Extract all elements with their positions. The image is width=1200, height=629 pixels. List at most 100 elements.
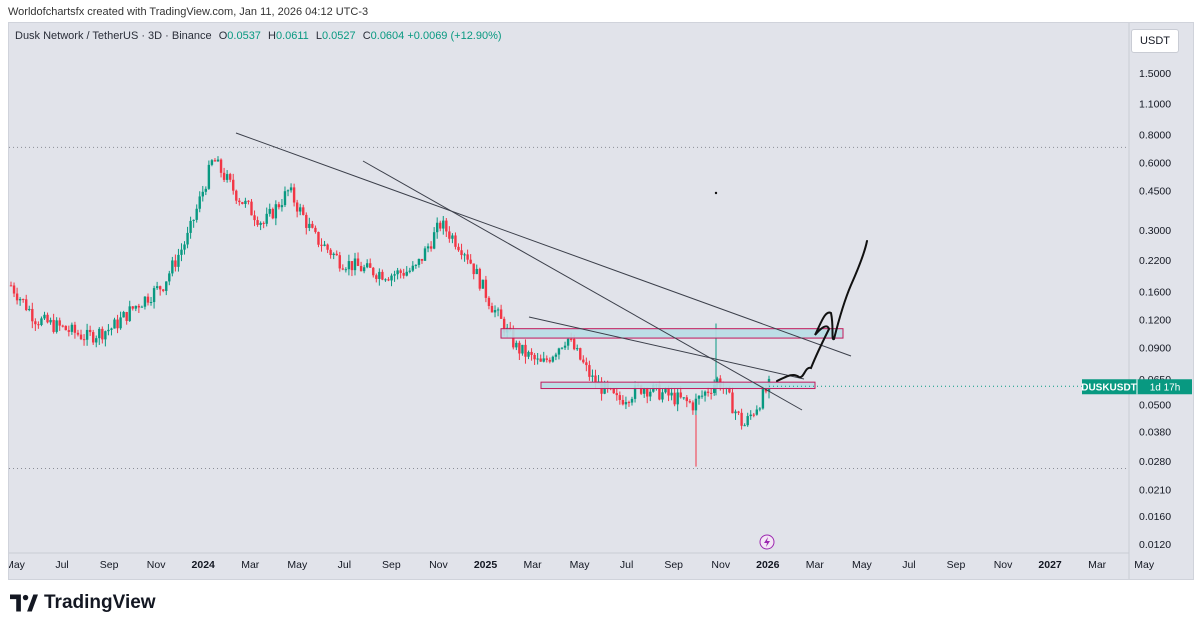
candle-body bbox=[341, 268, 345, 270]
x-tick-label: Sep bbox=[382, 559, 401, 571]
candle-body bbox=[262, 222, 265, 224]
candle-body bbox=[414, 264, 418, 266]
currency-button[interactable]: USDT bbox=[1131, 29, 1179, 53]
candle-body bbox=[213, 160, 217, 162]
x-tick-label: Mar bbox=[241, 559, 260, 571]
x-tick-label: Jul bbox=[902, 559, 915, 571]
y-tick-label: 0.3000 bbox=[1139, 225, 1171, 237]
candle-body bbox=[658, 384, 661, 400]
candle-body bbox=[12, 285, 16, 294]
candle-body bbox=[326, 244, 329, 250]
candle-body bbox=[338, 255, 341, 269]
candle-body bbox=[320, 244, 323, 246]
candle-body bbox=[110, 328, 113, 330]
candle-body bbox=[292, 187, 296, 203]
candle-body bbox=[524, 344, 527, 357]
candle-body bbox=[731, 392, 734, 414]
candle-body bbox=[420, 258, 424, 261]
candle-body bbox=[396, 270, 399, 275]
candle-body bbox=[618, 395, 622, 400]
candle-body bbox=[490, 305, 494, 313]
candle-body bbox=[679, 392, 682, 398]
candle-body bbox=[216, 159, 220, 162]
candle-body bbox=[55, 320, 58, 332]
x-tick-label: May bbox=[570, 559, 591, 571]
candle-body bbox=[499, 309, 503, 319]
low-key: L bbox=[315, 30, 322, 42]
candle-body bbox=[700, 395, 704, 397]
candle-body bbox=[563, 345, 567, 348]
candle-body bbox=[329, 249, 332, 256]
candle-body bbox=[149, 302, 153, 304]
candle-body bbox=[21, 299, 25, 301]
x-tick-label: Nov bbox=[994, 559, 1013, 571]
candle-body bbox=[369, 263, 372, 268]
candle-body bbox=[107, 329, 110, 332]
change-value: +0.0069 (+12.90%) bbox=[407, 30, 502, 42]
candle-body bbox=[350, 261, 354, 271]
candle-body bbox=[399, 270, 402, 273]
candle-body bbox=[579, 348, 582, 360]
candle-body bbox=[125, 312, 128, 321]
chart-area[interactable]: 1.5000 1.1000 0.8000 0.6000 0.4500 0.3000 0.22… bbox=[8, 22, 1194, 580]
candle-body bbox=[168, 273, 171, 282]
x-tick-label: May bbox=[9, 559, 26, 571]
candle-body bbox=[113, 319, 116, 329]
candle-body bbox=[280, 205, 284, 208]
y-tick-label: 0.0210 bbox=[1139, 484, 1171, 496]
candle-body bbox=[67, 330, 71, 332]
candle-body bbox=[183, 244, 186, 250]
x-tick-label: Nov bbox=[711, 559, 730, 571]
candle-body bbox=[551, 356, 555, 362]
candle-body bbox=[25, 299, 28, 311]
price-chart[interactable]: 1.5000 1.1000 0.8000 0.6000 0.4500 0.3000 0.22… bbox=[9, 23, 1193, 579]
candle-body bbox=[88, 329, 92, 333]
y-tick-label: 0.0500 bbox=[1139, 400, 1171, 412]
candle-body bbox=[274, 204, 278, 219]
candle-body bbox=[521, 344, 524, 354]
candle-body bbox=[253, 215, 256, 221]
candle-body bbox=[454, 235, 457, 247]
candle-body bbox=[189, 220, 192, 233]
candle-body bbox=[286, 190, 290, 192]
y-tick-label: 0.0380 bbox=[1139, 426, 1171, 438]
candle-body bbox=[502, 318, 506, 333]
candle-body bbox=[82, 339, 86, 341]
candle-body bbox=[18, 299, 22, 301]
x-tick-label: Jul bbox=[620, 559, 633, 571]
candle-body bbox=[104, 331, 107, 340]
candle-body bbox=[728, 387, 731, 393]
candle-body bbox=[353, 258, 357, 271]
candle-body bbox=[703, 391, 707, 396]
candle-body bbox=[761, 389, 765, 409]
candle-body bbox=[432, 232, 436, 249]
y-tick-label: 0.2200 bbox=[1139, 255, 1171, 267]
candle-body bbox=[271, 208, 274, 219]
candle-body bbox=[512, 329, 515, 348]
candle-body bbox=[238, 200, 241, 203]
candle-body bbox=[91, 332, 95, 343]
candle-body bbox=[487, 297, 491, 306]
candle-body bbox=[378, 271, 381, 279]
x-tick-label: Nov bbox=[147, 559, 166, 571]
candle-body bbox=[165, 281, 168, 291]
candle-body bbox=[277, 204, 281, 208]
y-tick-label: 1.1000 bbox=[1139, 98, 1171, 110]
candle-body bbox=[101, 328, 104, 340]
candle-body bbox=[155, 286, 159, 289]
candle-body bbox=[530, 351, 533, 355]
candle-body bbox=[697, 395, 701, 399]
candle-body bbox=[649, 391, 652, 397]
candle-body bbox=[594, 375, 597, 384]
candle-body bbox=[548, 359, 552, 362]
candle-body bbox=[137, 305, 141, 308]
x-tick-label: Jul bbox=[338, 559, 351, 571]
candle-body bbox=[615, 393, 618, 396]
candle-body bbox=[536, 358, 539, 360]
candle-body bbox=[259, 222, 262, 225]
candle-body bbox=[146, 296, 150, 303]
candle-body bbox=[70, 324, 74, 332]
candle-body bbox=[408, 270, 411, 272]
candle-body bbox=[28, 308, 31, 311]
x-tick-label: Mar bbox=[524, 559, 543, 571]
